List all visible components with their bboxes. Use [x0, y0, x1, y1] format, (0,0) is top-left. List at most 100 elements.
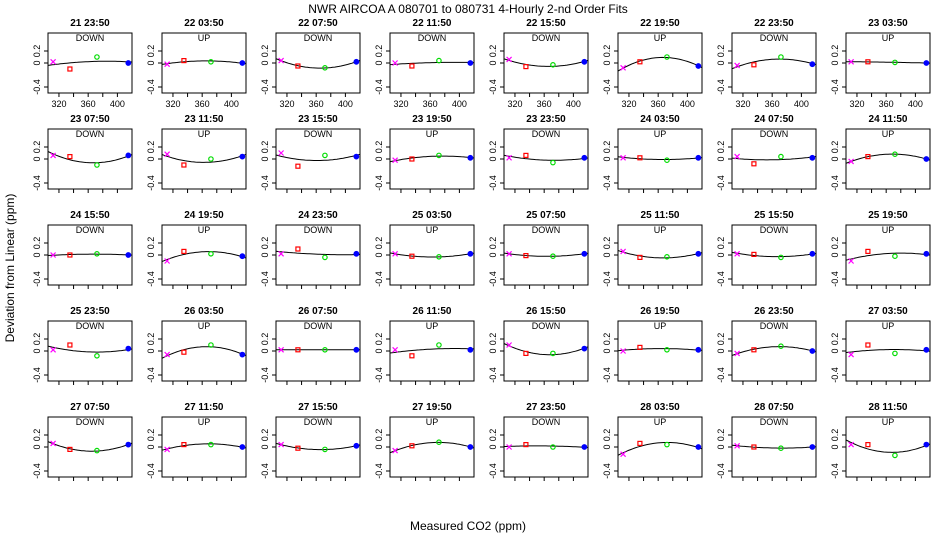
y-tick-label: -0.4 [602, 175, 612, 191]
point-std4 [125, 441, 132, 448]
y-tick-label: 0.2 [374, 45, 384, 58]
panel-direction: DOWN [304, 225, 333, 235]
point-std1 [164, 351, 171, 358]
panel-direction: DOWN [304, 321, 333, 331]
y-tick-label: -0.4 [32, 79, 42, 95]
point-std3 [322, 346, 328, 353]
y-tick-label: -0.4 [146, 463, 156, 479]
panel-direction: DOWN [76, 321, 105, 331]
y-tick-label: 0.2 [602, 333, 612, 346]
point-std3 [208, 342, 214, 348]
y-tick-label: 0 [488, 348, 498, 353]
point-std2 [865, 248, 871, 254]
panel: 22 07:50 DOWN -0.4 0 0.2 320 360 400 [260, 18, 361, 109]
y-tick-label: 0 [374, 60, 384, 65]
point-std3 [778, 343, 784, 350]
x-tick-label: 360 [537, 99, 552, 109]
panel: 23 11:50 UP -0.4 0 0.2 [146, 114, 247, 193]
y-tick-label: 0.2 [146, 45, 156, 58]
y-tick-label: -0.4 [716, 271, 726, 287]
point-std4 [581, 58, 588, 65]
point-std2 [295, 163, 301, 169]
panel: 27 11:50 UP -0.4 0 0.2 [146, 402, 247, 481]
y-tick-label: -0.4 [146, 367, 156, 383]
point-std1 [734, 62, 741, 69]
fit-curve [389, 252, 475, 258]
panel: 26 07:50 DOWN -0.4 0 0.2 [260, 306, 361, 385]
y-tick-label: -0.4 [374, 175, 384, 191]
y-tick-label: -0.4 [716, 367, 726, 383]
y-tick-label: 0.2 [146, 429, 156, 442]
panel-title: 25 11:50 [641, 210, 680, 221]
fit-curve [161, 251, 247, 263]
y-tick-label: -0.4 [830, 79, 840, 95]
panel-title: 28 03:50 [640, 402, 680, 413]
y-tick-label: 0 [374, 348, 384, 353]
point-std4 [581, 444, 588, 450]
point-std4 [695, 346, 702, 353]
panel: 22 23:50 DOWN -0.4 0 0.2 320 360 400 [716, 18, 817, 109]
y-tick-label: 0 [602, 252, 612, 257]
panel: 22 19:50 UP -0.4 0 0.2 320 360 400 [602, 18, 703, 109]
point-std4 [353, 346, 360, 353]
point-std3 [550, 62, 556, 68]
x-tick-label: 400 [566, 99, 581, 109]
y-tick-label: 0 [488, 252, 498, 257]
y-tick-label: 0.2 [716, 237, 726, 250]
point-std1 [278, 250, 285, 257]
y-tick-label: 0.2 [602, 237, 612, 250]
point-std2 [751, 347, 757, 353]
y-tick-label: 0 [830, 444, 840, 449]
point-std4 [923, 156, 930, 162]
point-std3 [892, 452, 898, 459]
point-std2 [181, 349, 187, 355]
y-tick-label: -0.4 [32, 271, 42, 287]
panel-title: 25 03:50 [412, 210, 452, 221]
y-tick-label: 0 [488, 444, 498, 449]
y-tick-label: 0.2 [374, 333, 384, 346]
panel-direction: UP [426, 129, 439, 139]
y-tick-label: -0.4 [488, 463, 498, 479]
panel-direction: DOWN [532, 417, 561, 427]
y-tick-label: 0.2 [32, 45, 42, 58]
y-tick-label: -0.4 [260, 175, 270, 191]
panel-direction: UP [198, 321, 211, 331]
y-tick-label: 0.2 [374, 237, 384, 250]
panel-direction: UP [426, 321, 439, 331]
panel-direction: DOWN [760, 417, 789, 427]
point-std1 [506, 342, 513, 348]
panel-title: 21 23:50 [70, 18, 110, 29]
panel: 24 19:50 UP -0.4 0 0.2 [146, 210, 247, 289]
y-tick-label: 0 [602, 444, 612, 449]
y-tick-label: -0.4 [716, 79, 726, 95]
y-tick-label: -0.4 [602, 463, 612, 479]
panel-title: 25 07:50 [526, 210, 566, 221]
point-std2 [181, 248, 187, 254]
point-std3 [664, 441, 670, 448]
fit-curve [731, 156, 817, 161]
y-tick-label: 0 [32, 444, 42, 449]
fit-curve [389, 441, 475, 454]
x-tick-label: 400 [908, 99, 923, 109]
point-std4 [353, 442, 360, 449]
y-tick-label: -0.4 [146, 271, 156, 287]
panel-title: 25 19:50 [868, 210, 908, 221]
point-std1 [506, 154, 513, 161]
panel: 24 15:50 DOWN -0.4 0 0.2 [32, 210, 133, 289]
point-std1 [848, 351, 855, 358]
panel-title: 27 15:50 [298, 402, 338, 413]
panel-title: 26 15:50 [526, 306, 566, 317]
y-tick-label: -0.4 [32, 367, 42, 383]
y-tick-label: -0.4 [488, 175, 498, 191]
point-std2 [637, 155, 643, 161]
point-std2 [409, 353, 415, 359]
panel-direction: UP [882, 33, 895, 43]
panel-direction: UP [882, 321, 895, 331]
y-tick-label: 0 [602, 60, 612, 65]
y-tick-label: -0.4 [602, 271, 612, 287]
panel-title: 22 19:50 [640, 18, 680, 29]
point-std1 [164, 258, 171, 264]
panel-title: 27 19:50 [412, 402, 452, 413]
panel-title: 27 23:50 [526, 402, 566, 413]
panel-direction: UP [198, 417, 211, 427]
